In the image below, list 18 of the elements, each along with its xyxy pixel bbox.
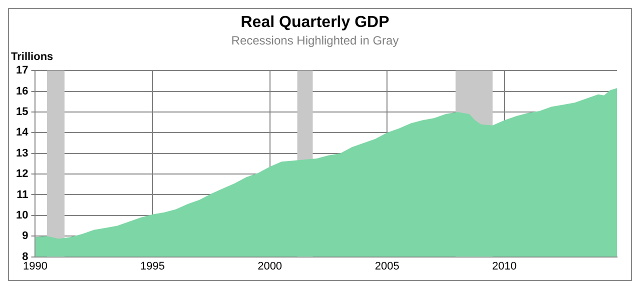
y-tick-label: 9 [22, 230, 28, 242]
y-tick-label: 16 [16, 85, 28, 98]
y-tick-label: 8 [22, 250, 28, 263]
chart-title: Real Quarterly GDP [240, 14, 390, 32]
x-tick-label: 1995 [140, 260, 165, 272]
y-tick-label: 15 [16, 106, 28, 118]
y-axis-title: Trillions [11, 51, 54, 64]
y-tick-label: 11 [16, 188, 28, 201]
y-tick-label: 10 [16, 209, 28, 222]
chart-subtitle: Recessions Highlighted in Gray [231, 34, 399, 48]
y-tick-label: 13 [16, 147, 28, 160]
y-tick-label: 17 [16, 64, 28, 77]
y-tick-label: 14 [16, 126, 30, 139]
x-tick-label: 2005 [374, 260, 400, 272]
y-tick-label: 12 [16, 168, 28, 180]
x-tick-label: 2010 [492, 260, 517, 272]
x-tick-label: 1990 [22, 260, 48, 272]
x-tick-label: 2000 [258, 260, 282, 272]
